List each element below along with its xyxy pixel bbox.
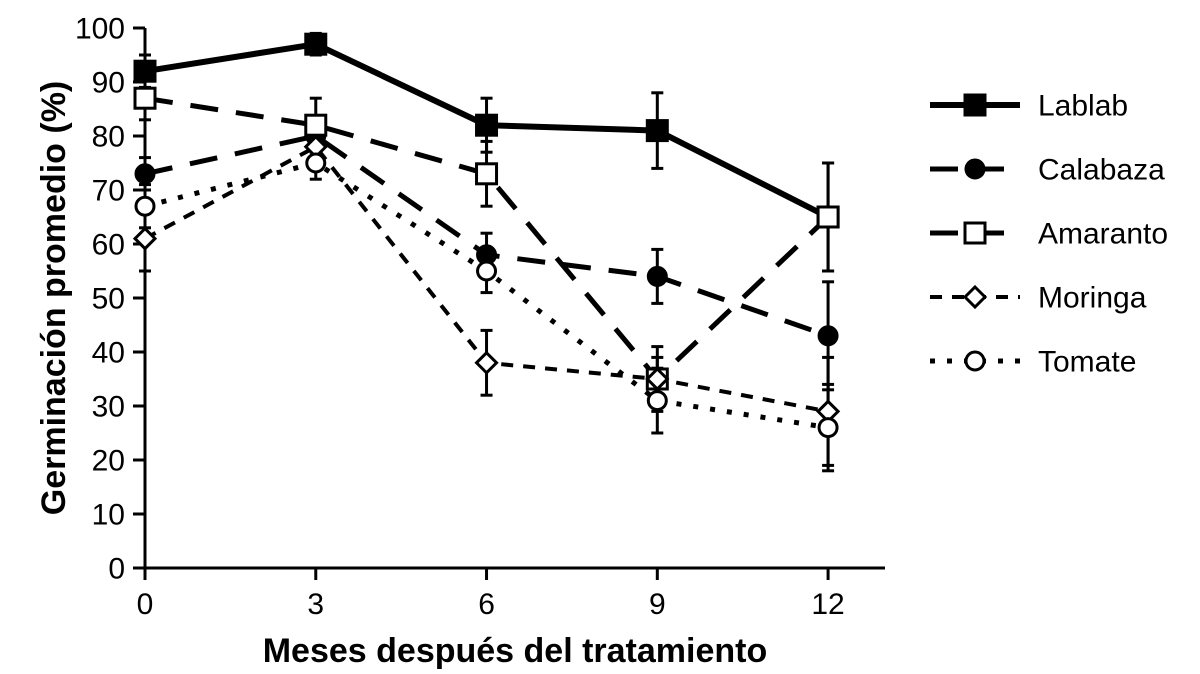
marker-circle: [648, 267, 666, 285]
y-tick-label: 100: [75, 13, 125, 46]
y-tick-label: 10: [92, 499, 125, 532]
marker-circle: [307, 154, 325, 172]
x-tick-label: 3: [307, 588, 324, 621]
marker-circle: [136, 165, 154, 183]
x-tick-label: 0: [137, 588, 154, 621]
marker-square: [477, 115, 497, 135]
marker-circle: [819, 327, 837, 345]
marker-square: [306, 34, 326, 54]
y-tick-label: 90: [92, 67, 125, 100]
legend-label: Moringa: [1038, 282, 1147, 315]
marker-square: [818, 207, 838, 227]
legend-label: Amaranto: [1038, 218, 1168, 251]
y-tick-label: 20: [92, 445, 125, 478]
x-tick-label: 6: [478, 588, 495, 621]
marker-square: [965, 95, 985, 115]
chart-container: 0 3 6 9 12 Meses después del tratamiento 0 10 20…: [0, 0, 1200, 674]
marker-square: [306, 115, 326, 135]
marker-circle: [478, 262, 496, 280]
y-tick-label: 70: [92, 175, 125, 208]
marker-square: [135, 61, 155, 81]
y-axis-label: Germinación promedio (%): [35, 81, 73, 516]
marker-square: [135, 88, 155, 108]
y-tick-label: 60: [92, 229, 125, 262]
marker-square: [647, 121, 667, 141]
marker-circle: [966, 352, 984, 370]
x-tick-label: 12: [811, 588, 844, 621]
x-tick-label: 9: [649, 588, 666, 621]
y-tick-label: 50: [92, 283, 125, 316]
marker-circle: [136, 197, 154, 215]
marker-circle: [648, 392, 666, 410]
y-tick-label: 80: [92, 121, 125, 154]
x-axis-label: Meses después del tratamiento: [263, 632, 768, 670]
marker-circle: [966, 160, 984, 178]
marker-square: [965, 223, 985, 243]
y-tick-label: 0: [108, 553, 125, 586]
legend-label: Lablab: [1038, 90, 1128, 123]
y-tick-label: 40: [92, 337, 125, 370]
germination-line-chart: 0 3 6 9 12 Meses después del tratamiento 0 10 20…: [0, 0, 1200, 674]
y-tick-label: 30: [92, 391, 125, 424]
legend-label: Tomate: [1038, 346, 1136, 379]
marker-circle: [819, 419, 837, 437]
legend-label: Calabaza: [1038, 154, 1165, 187]
marker-square: [477, 164, 497, 184]
